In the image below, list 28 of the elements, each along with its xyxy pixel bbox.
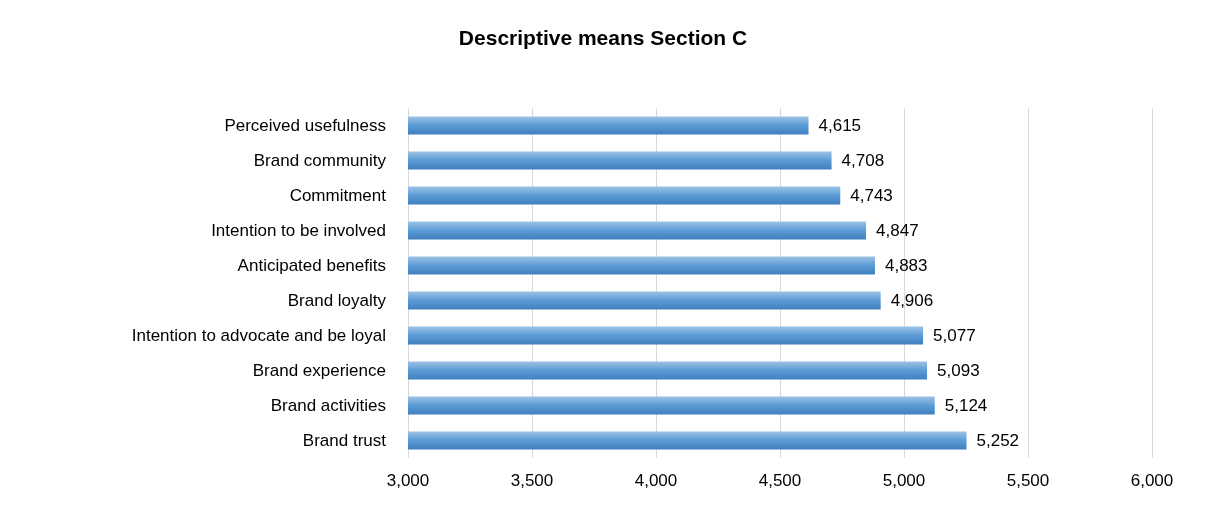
y-tick-label: Brand trust	[302, 431, 387, 450]
data-label: 5,252	[976, 431, 1020, 450]
chart-title: Descriptive means Section C	[458, 26, 748, 49]
y-tick-label: Brand community	[253, 151, 387, 170]
y-tick-label: Perceived usefulness	[224, 116, 386, 135]
data-label: 4,906	[890, 291, 934, 310]
y-tick-label: Intention to advocate and be loyal	[131, 326, 386, 345]
y-tick-label: Intention to be involved	[211, 221, 386, 240]
y-tick-label: Brand experience	[252, 361, 386, 380]
data-label: 4,743	[850, 186, 893, 205]
data-label: 4,615	[818, 116, 862, 135]
data-label: 4,708	[841, 151, 885, 170]
data-label: 5,124	[944, 396, 988, 415]
x-tick-label: 3,500	[510, 471, 554, 490]
data-label: 4,847	[876, 221, 919, 240]
y-tick-label: Brand loyalty	[287, 291, 387, 310]
y-tick-label: Brand activities	[270, 396, 386, 415]
x-tick-label: 5,000	[882, 471, 926, 490]
x-tick-label: 5,500	[1006, 471, 1050, 490]
y-tick-label: Anticipated benefits	[237, 256, 386, 275]
data-label: 5,093	[937, 361, 980, 380]
x-tick-label: 3,000	[386, 471, 430, 490]
y-tick-label: Commitment	[289, 186, 387, 205]
x-tick-label: 6,000	[1130, 471, 1174, 490]
x-tick-label: 4,500	[758, 471, 802, 490]
x-tick-label: 4,000	[634, 471, 678, 490]
data-label: 4,883	[884, 256, 928, 275]
data-label: 5,077	[933, 326, 976, 345]
